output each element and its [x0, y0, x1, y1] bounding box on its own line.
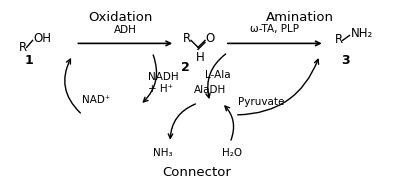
Text: NAD⁺: NAD⁺: [83, 95, 111, 105]
Text: NH₂: NH₂: [351, 27, 373, 40]
Text: AlaDH: AlaDH: [194, 85, 226, 95]
Text: Connector: Connector: [163, 166, 231, 179]
Text: O: O: [205, 32, 214, 45]
Text: Pyruvate: Pyruvate: [238, 97, 284, 107]
Text: 1: 1: [24, 54, 33, 67]
Text: ω-TA, PLP: ω-TA, PLP: [250, 24, 299, 35]
Text: Oxidation: Oxidation: [88, 11, 152, 24]
Text: H: H: [196, 51, 205, 64]
Text: OH: OH: [33, 32, 52, 45]
Text: 3: 3: [341, 54, 350, 67]
Text: Amination: Amination: [266, 11, 334, 24]
Text: R: R: [19, 41, 27, 54]
Text: H₂O: H₂O: [222, 148, 242, 158]
Text: R: R: [335, 33, 343, 46]
Text: R: R: [183, 32, 191, 45]
Text: 2: 2: [181, 61, 190, 74]
Text: L-Ala: L-Ala: [205, 70, 230, 80]
Text: NH₃: NH₃: [153, 148, 173, 158]
Text: ADH: ADH: [114, 25, 137, 35]
Text: NADH
+ H⁺: NADH + H⁺: [148, 72, 179, 94]
